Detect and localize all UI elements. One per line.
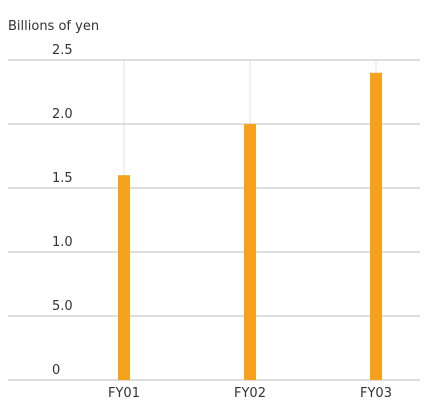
x-tick-label: FY03 (360, 386, 392, 400)
x-tick-label: FY01 (108, 386, 140, 400)
y-tick-label: 0 (52, 363, 60, 378)
y-tick-label: 2.0 (52, 107, 73, 122)
x-tick-label: FY02 (234, 386, 266, 400)
y-tick-label: 2.5 (52, 43, 73, 58)
bar (244, 124, 256, 380)
y-axis-label: Billions of yen (8, 19, 99, 34)
y-tick-label: 1.0 (52, 235, 73, 250)
y-tick-label: 5.0 (52, 299, 73, 314)
bar (118, 175, 130, 380)
bar (370, 72, 382, 381)
y-tick-label: 1.5 (52, 171, 73, 186)
